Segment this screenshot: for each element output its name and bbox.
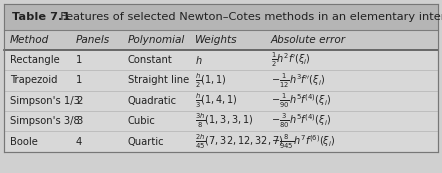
Text: 3: 3 <box>76 116 82 126</box>
Text: Quadratic: Quadratic <box>128 96 177 106</box>
Bar <box>4 4 438 30</box>
Text: Rectangle: Rectangle <box>10 55 60 65</box>
Text: Quartic: Quartic <box>128 137 164 147</box>
Bar <box>4 30 438 50</box>
Bar <box>4 4 438 152</box>
Text: Features of selected Newton–Cotes methods in an elementary interval: Features of selected Newton–Cotes method… <box>53 12 442 22</box>
Text: Weights: Weights <box>194 35 237 45</box>
Text: $\frac{h}{2}(1,1)$: $\frac{h}{2}(1,1)$ <box>194 71 226 90</box>
Text: Simpson's 3/8: Simpson's 3/8 <box>10 116 80 126</box>
Text: Panels: Panels <box>76 35 110 45</box>
Text: $-\frac{1}{12}h^3f''(\xi_i)$: $-\frac{1}{12}h^3f''(\xi_i)$ <box>271 71 325 90</box>
Text: Straight line: Straight line <box>128 75 189 85</box>
Text: $-\frac{1}{90}h^5f^{(4)}(\xi_i)$: $-\frac{1}{90}h^5f^{(4)}(\xi_i)$ <box>271 92 331 110</box>
Text: Trapezoid: Trapezoid <box>10 75 57 85</box>
Text: Polynomial: Polynomial <box>128 35 185 45</box>
Text: $\frac{1}{2}h^2f'(\xi_i)$: $\frac{1}{2}h^2f'(\xi_i)$ <box>271 51 311 69</box>
Text: 4: 4 <box>76 137 82 147</box>
Text: 1: 1 <box>76 55 82 65</box>
Text: Table 7.1: Table 7.1 <box>12 12 71 22</box>
Text: Cubic: Cubic <box>128 116 156 126</box>
Text: $\frac{3h}{8}(1,3,3,1)$: $\frac{3h}{8}(1,3,3,1)$ <box>194 112 253 130</box>
Text: $h$: $h$ <box>194 54 202 66</box>
Text: Simpson's 1/3: Simpson's 1/3 <box>10 96 80 106</box>
Text: Boole: Boole <box>10 137 38 147</box>
Text: Absolute error: Absolute error <box>271 35 346 45</box>
Text: 2: 2 <box>76 96 82 106</box>
Text: Method: Method <box>10 35 49 45</box>
Text: $\frac{2h}{45}(7,32,12,32,7)$: $\frac{2h}{45}(7,32,12,32,7)$ <box>194 133 283 151</box>
Text: $-\frac{3}{80}h^5f^{(4)}(\xi_i)$: $-\frac{3}{80}h^5f^{(4)}(\xi_i)$ <box>271 112 331 130</box>
Text: $\frac{h}{3}(1,4,1)$: $\frac{h}{3}(1,4,1)$ <box>194 92 237 110</box>
Text: $-\frac{8}{945}h^7f^{(6)}(\xi_i)$: $-\frac{8}{945}h^7f^{(6)}(\xi_i)$ <box>271 133 335 151</box>
Text: Constant: Constant <box>128 55 172 65</box>
Text: 1: 1 <box>76 75 82 85</box>
